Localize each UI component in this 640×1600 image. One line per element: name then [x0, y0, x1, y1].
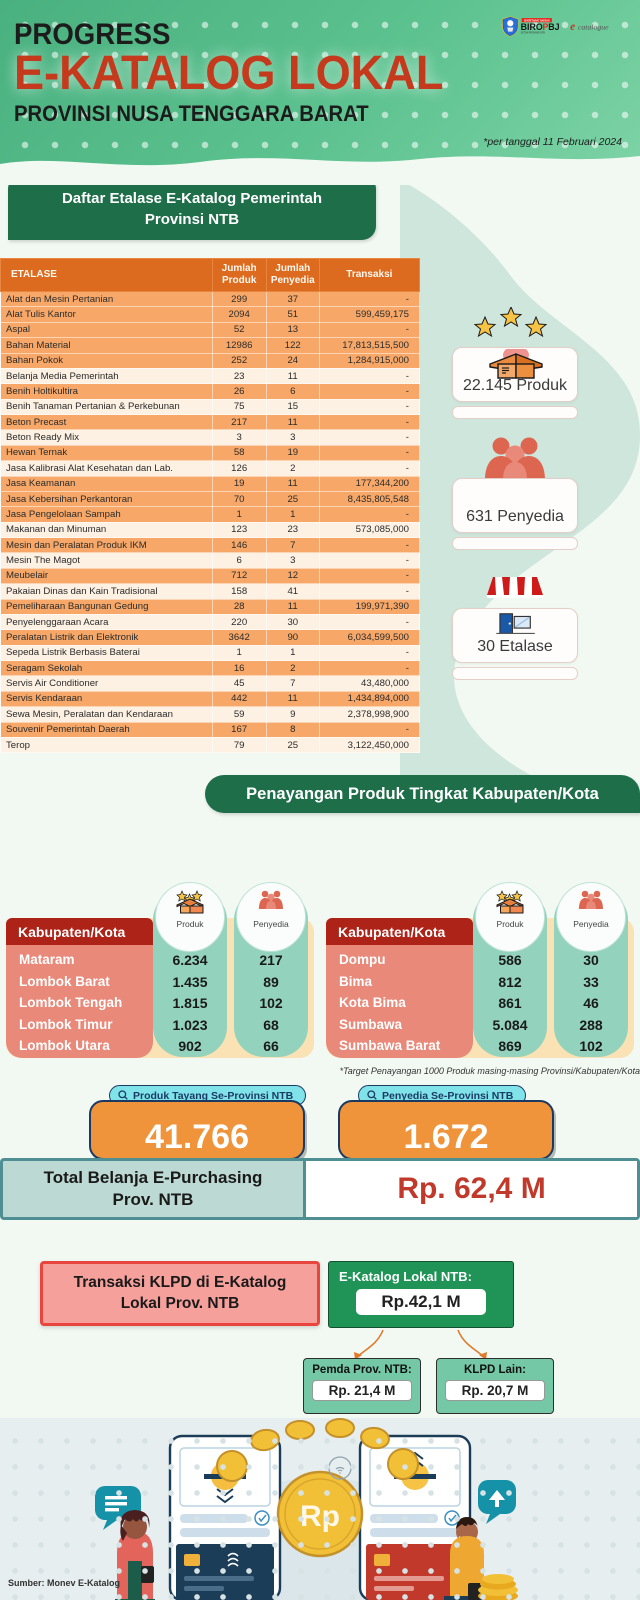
svg-text:e: e	[570, 21, 575, 33]
svg-text:BJ: BJ	[548, 22, 559, 32]
svg-text:SETDA PROVINSI NTB: SETDA PROVINSI NTB	[521, 32, 546, 35]
svg-text:BIRO: BIRO	[521, 22, 543, 32]
svg-text:catalogue: catalogue	[578, 23, 609, 32]
